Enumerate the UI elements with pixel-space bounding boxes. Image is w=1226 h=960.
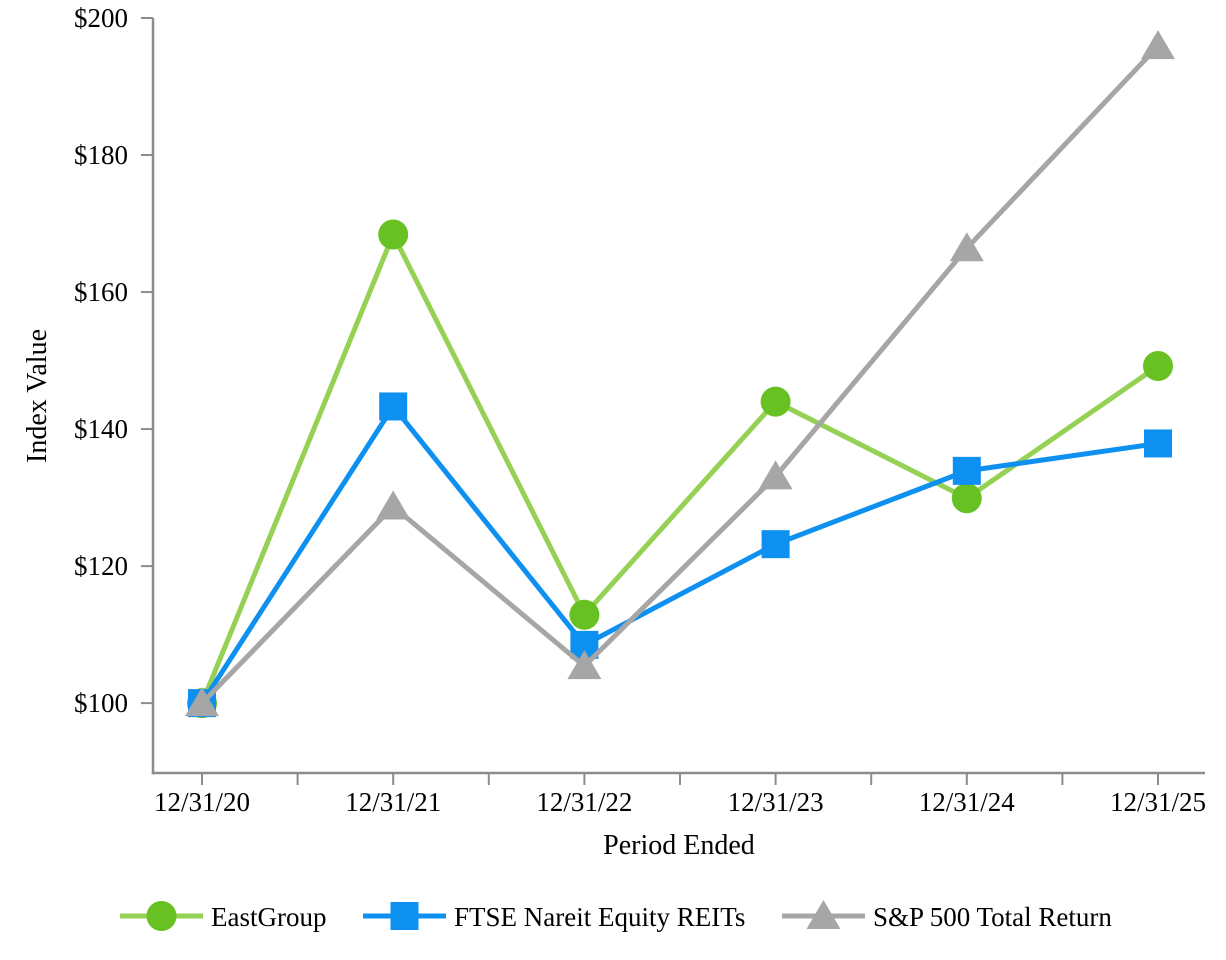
- x-tick-label: 12/31/21: [345, 787, 441, 817]
- y-axis-ticks: $100 $120 $140 $160 $180 $200: [74, 3, 153, 718]
- data-point-marker: [378, 219, 409, 250]
- legend-item: EastGroup: [120, 901, 326, 932]
- data-point-marker: [567, 650, 602, 680]
- data-point-marker: [949, 232, 984, 262]
- data-point-marker: [951, 483, 982, 514]
- series-line: [200, 44, 1160, 705]
- data-point-marker: [952, 456, 981, 485]
- legend: EastGroup FTSE Nareit Equity REITs S&P 500…: [120, 900, 1112, 932]
- legend-item: S&P 500 Total Return: [782, 900, 1112, 932]
- y-tick-label: $200: [74, 3, 128, 33]
- series-group: [185, 30, 1175, 719]
- x-tick-label: 12/31/23: [728, 787, 824, 817]
- data-point-marker: [760, 386, 791, 417]
- x-tick-label: 12/31/20: [154, 787, 250, 817]
- y-tick-label: $100: [74, 688, 128, 718]
- x-axis-title: Period Ended: [603, 830, 755, 861]
- data-point-marker: [1141, 30, 1175, 60]
- data-point-marker: [758, 460, 793, 490]
- x-tick-label: 12/31/25: [1110, 787, 1206, 817]
- series-line: [199, 231, 1160, 705]
- legend-label: FTSE Nareit Equity REITs: [454, 902, 745, 932]
- y-tick-label: $160: [74, 277, 128, 307]
- data-point-marker: [761, 530, 790, 559]
- legend-item: FTSE Nareit Equity REITs: [363, 902, 745, 932]
- legend-label: S&P 500 Total Return: [873, 902, 1112, 932]
- data-point-marker: [1144, 429, 1172, 458]
- x-tick-label: 12/31/24: [919, 787, 1016, 817]
- x-axis-ticks: 12/31/20 12/31/21 12/31/22 12/31/23 12/31/24…: [154, 773, 1206, 817]
- data-point-marker: [376, 490, 411, 520]
- y-tick-label: $120: [74, 551, 128, 581]
- data-point-marker: [1143, 351, 1173, 382]
- legend-label: EastGroup: [211, 902, 326, 932]
- data-point-marker: [379, 392, 408, 421]
- series-line: [199, 403, 1159, 705]
- legend-marker-circle-icon: [146, 901, 177, 931]
- y-tick-label: $180: [74, 140, 128, 170]
- data-point-marker: [185, 687, 219, 717]
- legend-marker-triangle-icon: [806, 900, 841, 929]
- data-point-marker: [569, 599, 600, 630]
- x-tick-label: 12/31/22: [536, 787, 632, 817]
- y-tick-label: $140: [74, 414, 128, 444]
- y-axis-title: Index Value: [22, 329, 53, 463]
- legend-marker-square-icon: [390, 902, 419, 930]
